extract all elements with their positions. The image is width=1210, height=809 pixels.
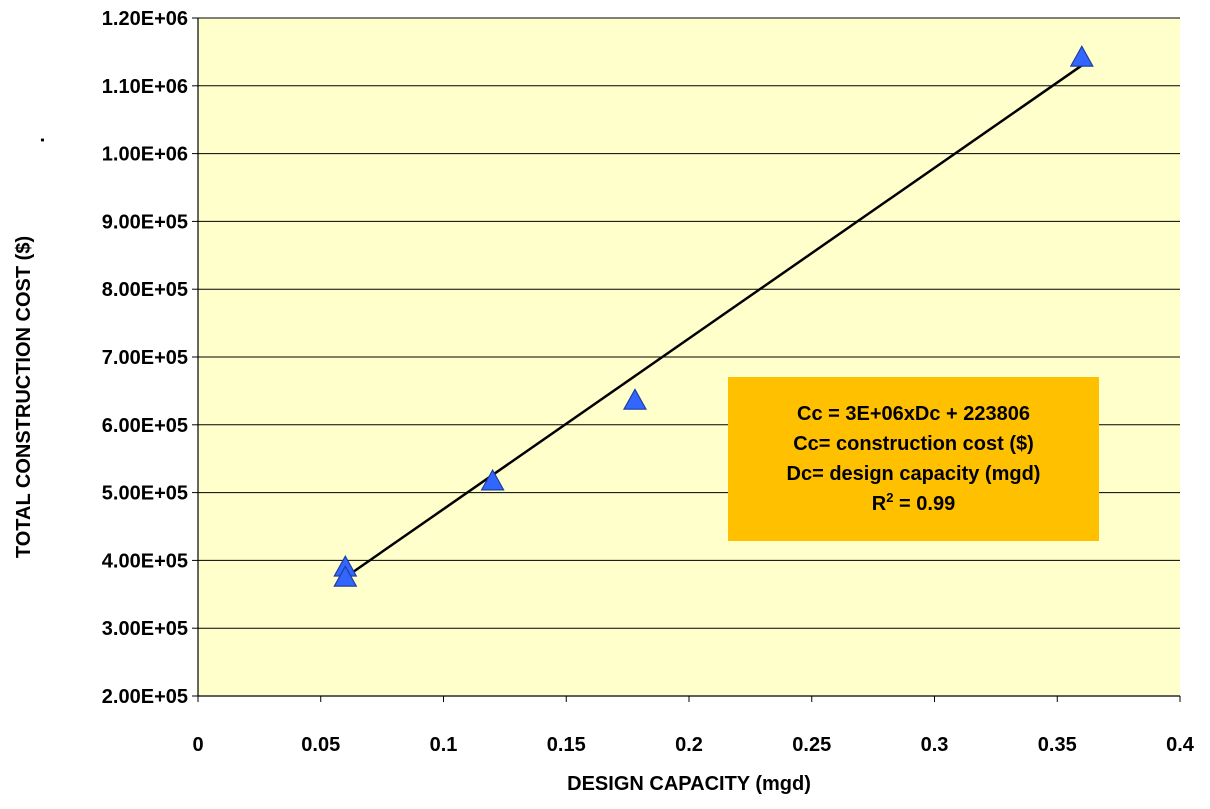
regression-equation: Cc = 3E+06xDc + 223806 [797,403,1030,425]
trendline-layer [344,64,1083,579]
axes [192,17,1181,702]
y-tick-label: 2.00E+05 [102,686,188,708]
x-tick-label: 0.05 [301,734,340,756]
x-tick-label: 0 [192,734,203,756]
y-tick-label: 1.10E+06 [102,76,188,98]
y-tick-label: 6.00E+05 [102,415,188,437]
x-tick-label: 0.2 [675,734,703,756]
dc-definition: Dc= design capacity (mgd) [786,463,1041,485]
gridlines [198,17,1180,629]
x-axis-title: DESIGN CAPACITY (mgd) [567,773,811,795]
x-tick-label: 0.4 [1166,734,1195,756]
r-squared-prefix: R [871,493,887,515]
r-squared-value: = 0.99 [893,493,956,515]
y-tick-label: 8.00E+05 [102,279,188,301]
r-squared-exponent: 2 [886,490,894,505]
y-axis-title-suffix: . [27,137,49,143]
x-tick-label: 0.25 [792,734,831,756]
y-tick-label: 4.00E+05 [102,550,188,572]
x-tick-label: 0.3 [921,734,949,756]
data-point-triangle [480,468,505,491]
y-tick-label: 9.00E+05 [102,211,188,233]
cc-definition: Cc= construction cost ($) [793,433,1034,455]
y-tick-label: 3.00E+05 [102,618,188,640]
tick-labels: 2.00E+05 3.00E+05 4.00E+05 5.00E+05 6.00E+05… [102,8,1195,756]
data-points [333,45,1094,587]
y-tick-label: 1.00E+06 [102,144,188,166]
y-axis-title: TOTAL CONSTRUCTION COST ($) [13,236,35,558]
data-point-triangle [622,388,648,410]
x-tick-label: 0.15 [547,734,586,756]
data-point-triangle [333,565,358,587]
linear-trendline [344,64,1083,579]
y-tick-label: 5.00E+05 [102,483,188,505]
x-tick-label: 0.1 [430,734,458,756]
x-tick-label: 0.35 [1038,734,1077,756]
r-squared: R2 = 0.99 [872,489,955,519]
data-point-triangle [1069,45,1094,67]
regression-annotation: Cc = 3E+06xDc + 223806 Cc= construction … [728,377,1099,541]
y-tick-label: 7.00E+05 [102,347,188,369]
y-tick-label: 1.20E+06 [102,8,188,30]
